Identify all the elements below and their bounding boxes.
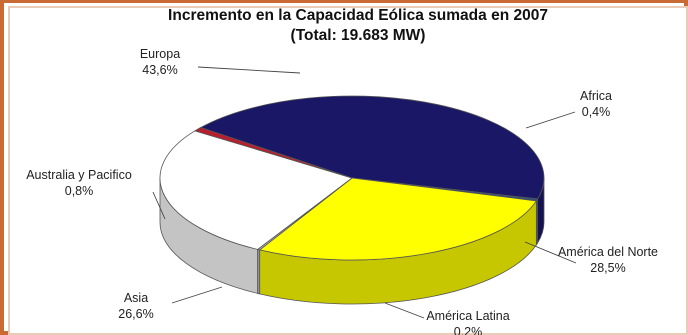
leader-line-america-latina	[384, 302, 425, 319]
slice-label-africa: Africa	[580, 89, 612, 103]
slice-label-asia: Asia	[124, 291, 148, 305]
leader-line-africa	[525, 111, 576, 129]
pie-tops	[159, 95, 545, 261]
chart-title: Incremento en la Capacidad Eólica sumada…	[168, 7, 548, 24]
leader-line-europa	[197, 66, 301, 74]
leader-line-australia-y-pacifico	[152, 191, 166, 220]
slice-value-asia: 26,6%	[118, 307, 153, 321]
slice-label-europa: Europa	[140, 47, 180, 61]
pie-slice-australia-y-pacifico	[193, 127, 353, 179]
slice-value-america-latina: 0,2%	[454, 325, 483, 335]
slice-label-america-del-norte: América del Norte	[558, 245, 658, 259]
pie-labels: Europa 43,6% Africa 0,4% América del Norte 28…	[26, 47, 658, 335]
leader-line-america-del-norte	[524, 241, 577, 264]
pie-slice-america-del-norte	[258, 177, 538, 261]
pie-slice-europa	[199, 95, 545, 200]
slice-value-europa: 43,6%	[142, 63, 177, 77]
slice-label-australia-y-pacifico: Australia y Pacifico	[26, 168, 132, 182]
slice-value-america-del-norte: 28,5%	[590, 261, 625, 275]
pie-slice-asia	[159, 130, 353, 250]
slice-label-america-latina: América Latina	[426, 309, 509, 323]
slice-value-africa: 0,4%	[582, 105, 611, 119]
slice-value-australia-y-pacifico: 0,8%	[65, 184, 94, 198]
chart-subtitle: (Total: 19.683 MW)	[291, 27, 426, 44]
leader-line-asia	[171, 286, 223, 304]
